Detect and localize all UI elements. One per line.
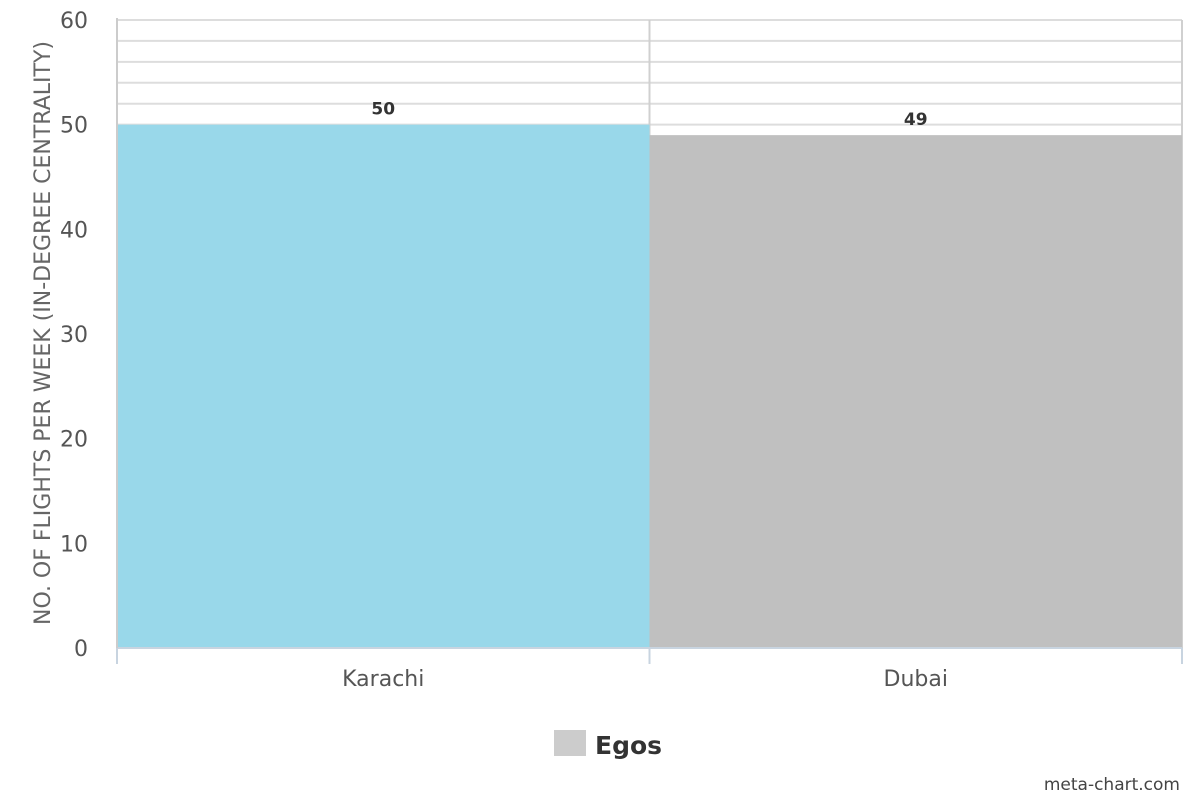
- bars: [117, 124, 1183, 649]
- x-tick-label-dubai: Dubai: [884, 667, 948, 692]
- x-tick-label-karachi: Karachi: [342, 667, 424, 692]
- credit-text: meta-chart.com: [1044, 775, 1180, 795]
- y-tick-label: 60: [60, 9, 88, 34]
- bar-karachi[interactable]: [117, 124, 650, 648]
- bar-dubai[interactable]: [649, 135, 1183, 649]
- y-tick-label: 40: [60, 218, 88, 243]
- y-tick-label: 30: [60, 323, 88, 348]
- y-axis-title: NO. OF FLIGHTS PER WEEK (IN-DEGREE CENTR…: [31, 41, 56, 625]
- data-label-karachi: 50: [371, 100, 395, 120]
- y-tick-label: 10: [60, 532, 88, 557]
- y-axis-ticks: 0 10 20 30 40 50 60: [60, 9, 88, 662]
- legend-swatch-egos: [554, 730, 586, 756]
- x-axis-ticks: Karachi Dubai: [116, 648, 1183, 692]
- y-tick-label: 0: [74, 637, 88, 662]
- y-tick-label: 50: [60, 114, 88, 139]
- data-label-dubai: 49: [904, 110, 928, 130]
- legend[interactable]: Egos: [554, 730, 662, 760]
- legend-label-egos: Egos: [595, 731, 662, 760]
- y-tick-label: 20: [60, 428, 88, 453]
- data-labels: 50 49: [371, 100, 927, 130]
